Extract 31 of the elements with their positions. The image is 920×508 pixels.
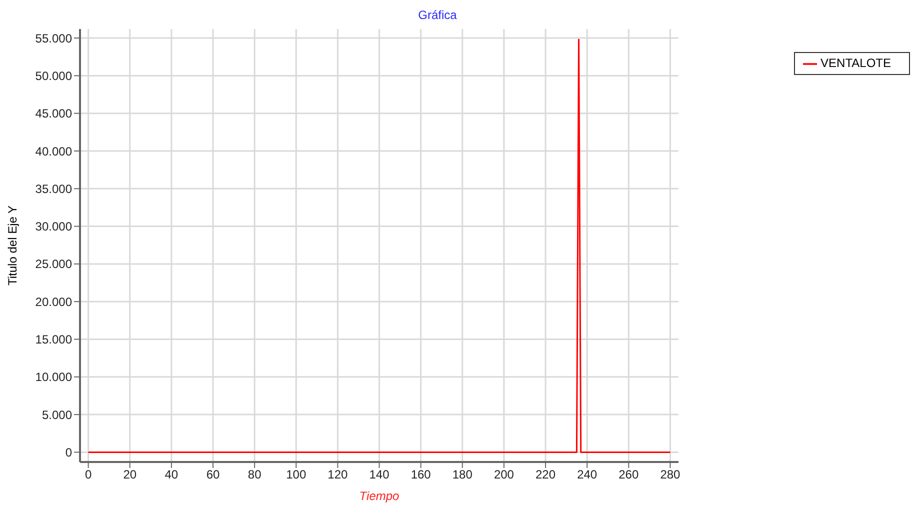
x-tick-label: 120 — [328, 468, 348, 482]
y-tick-label: 10.000 — [35, 370, 72, 384]
x-tick-label: 260 — [618, 468, 639, 482]
y-axis-title: Titulo del Eje Y — [5, 205, 20, 286]
y-tick-label: 20.000 — [35, 294, 72, 309]
x-tick-label: 160 — [410, 468, 432, 482]
x-tick-label: 180 — [452, 468, 473, 482]
y-tick-label: 15.000 — [35, 332, 72, 347]
x-tick-label: 80 — [248, 468, 262, 482]
chart-title: Gráfica — [417, 8, 458, 22]
y-tick-label: 25.000 — [35, 257, 72, 272]
x-tick-label: 200 — [494, 468, 514, 482]
y-tick-label: 45.000 — [35, 106, 72, 121]
x-tick-label: 280 — [660, 468, 681, 482]
x-tick-label: 40 — [164, 468, 178, 482]
y-tick-label: 55.000 — [35, 31, 72, 46]
legend-label: VENTALOTE — [820, 56, 891, 70]
x-tick-label: 140 — [369, 468, 390, 482]
y-tick-label: 35.000 — [35, 182, 72, 196]
y-tick-label: 40.000 — [35, 144, 72, 158]
y-tick-label: 0 — [65, 445, 72, 460]
x-axis-title: Tiempo — [359, 489, 400, 503]
y-tick-label: 5.000 — [42, 408, 72, 422]
x-tick-label: 20 — [123, 468, 137, 482]
x-tick-label: 220 — [536, 468, 556, 482]
y-tick-label: 50.000 — [35, 68, 72, 83]
y-tick-label: 30.000 — [35, 220, 72, 234]
x-tick-label: 0 — [84, 468, 92, 482]
x-tick-label: 60 — [206, 468, 220, 482]
x-tick-label: 240 — [577, 468, 598, 482]
x-tick-label: 100 — [286, 468, 306, 482]
